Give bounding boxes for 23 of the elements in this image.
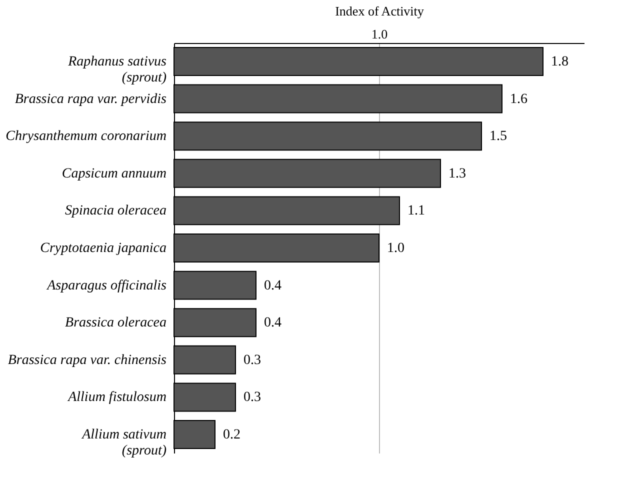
y-tick-label: Raphanus sativus (sprout) [67,54,168,86]
data-label: 0.4 [264,316,282,331]
y-tick-label: Chrysanthemum coronarium [6,129,166,144]
data-label: 1.0 [387,241,404,256]
y-tick-label: Spinacia oleracea [65,204,166,219]
y-tick-label: Asparagus officinalis [46,278,168,294]
data-label: 1.3 [448,166,466,182]
y-tick-label: Capsicum annuum [62,166,166,182]
data-label: 0.2 [223,428,240,443]
x-axis-title: Index of Activity [335,4,424,18]
data-label: 0.3 [244,352,261,368]
y-tick-label: Brassica rapa var. chinensis [8,352,168,368]
y-tick-label: Brassica rapa var. pervidis [14,92,168,107]
data-label: 0.3 [244,390,261,406]
data-label: 1.5 [490,129,507,144]
y-tick-label: Cryptotaenia japanica [40,241,166,256]
data-label: 1.8 [551,54,568,70]
data-label: 0.4 [264,278,282,294]
y-tick-label: Allium fistulosum [67,390,166,406]
y-tick-label: Brassica oleracea [65,316,166,331]
data-label: 1.6 [510,92,528,107]
data-label: 1.1 [408,204,425,219]
y-tick-label: Allium sativum (sprout) [81,428,167,459]
